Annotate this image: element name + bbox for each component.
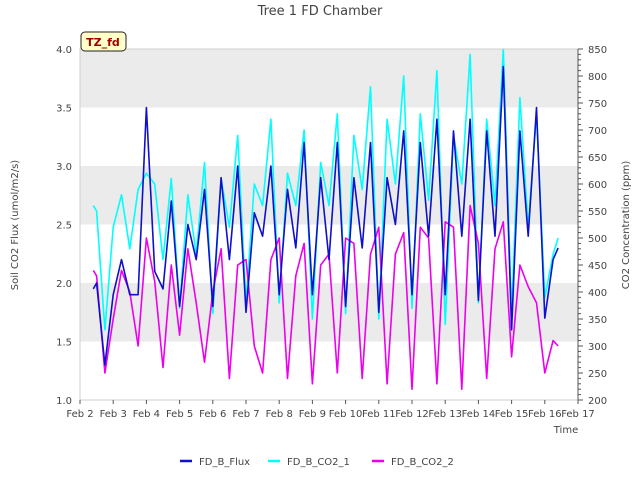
y-left-tick-label: 3.5 <box>56 104 72 115</box>
y-right-tick-label: 200 <box>588 396 607 407</box>
site-badge: TZ_fd <box>80 31 127 52</box>
y-left-tick-label: 1.5 <box>56 338 72 349</box>
x-tick-label: Feb 8 <box>266 409 293 420</box>
x-axis-label: Time <box>553 425 578 436</box>
y-right-tick-label: 650 <box>588 153 607 164</box>
x-tick-label: Feb 14 <box>462 409 496 420</box>
x-tick-label: Feb 15 <box>495 409 529 420</box>
legend: FD_B_Flux FD_B_CO2_1 FD_B_CO2_2 <box>180 457 454 468</box>
x-tick-label: Feb 6 <box>199 409 226 420</box>
chart-title: Tree 1 FD Chamber <box>257 4 383 19</box>
y-left-tick-label: 3.0 <box>56 162 72 173</box>
site-badge-label: TZ_fd <box>86 36 120 49</box>
y-right-tick-label: 750 <box>588 99 607 110</box>
right-y-ticks: 200 250 300 350 400 450 500 550 600 650 700 750 800 8… <box>577 45 607 407</box>
y-right-tick-label: 250 <box>588 369 607 380</box>
y-axis-left-label: Soil CO2 Flux (umol/m2/s) <box>10 160 21 290</box>
y-right-tick-label: 400 <box>588 288 607 299</box>
grid-band <box>80 166 578 225</box>
y-left-tick-label: 1.0 <box>56 396 72 407</box>
site-badge-box <box>80 31 127 52</box>
y-right-tick-label: 850 <box>588 45 607 56</box>
grid-band <box>80 341 578 400</box>
y-right-tick-label: 700 <box>588 126 607 137</box>
series-line-fd-b-co2-2 <box>92 204 559 391</box>
x-tick-label: Feb 3 <box>100 409 127 420</box>
x-ticks: Feb 2 Feb 3 Feb 4 Feb 5 Feb 6 Feb 7 Feb 8 Feb 9… <box>66 400 595 420</box>
x-tick-label: Feb 16 <box>528 409 562 420</box>
y-right-tick-label: 450 <box>588 261 607 272</box>
plot-lines <box>92 48 559 391</box>
x-tick-label: Feb 7 <box>232 409 259 420</box>
legend-label: FD_B_CO2_1 <box>287 457 350 468</box>
x-tick-label: Feb 13 <box>428 409 462 420</box>
y-left-tick-label: 2.0 <box>56 279 72 290</box>
y-right-tick-label: 500 <box>588 234 607 245</box>
y-right-tick-label: 300 <box>588 342 607 353</box>
legend-label: FD_B_Flux <box>199 457 250 468</box>
x-tick-label: Feb 17 <box>561 409 595 420</box>
grid-band <box>80 49 578 108</box>
x-tick-label: Feb 2 <box>66 409 93 420</box>
series-line-fd-b-flux <box>92 65 559 366</box>
y-right-tick-label: 600 <box>588 180 607 191</box>
y-right-tick-label: 800 <box>588 72 607 83</box>
grid-band <box>80 107 578 166</box>
x-tick-label: Feb 4 <box>133 409 160 420</box>
y-left-tick-label: 2.5 <box>56 221 72 232</box>
x-tick-label: Feb 9 <box>299 409 326 420</box>
y-axis-right-label: CO2 Concentration (ppm) <box>621 161 632 290</box>
left-y-tick-labels: 1.0 1.5 2.0 2.5 3.0 3.5 4.0 <box>56 45 72 407</box>
y-right-tick-label: 550 <box>588 207 607 218</box>
x-tick-label: Feb 11 <box>362 409 396 420</box>
y-right-tick-label: 350 <box>588 315 607 326</box>
y-left-tick-label: 4.0 <box>56 45 72 56</box>
x-tick-label: Feb 10 <box>329 409 363 420</box>
grid-band <box>80 283 578 342</box>
legend-label: FD_B_CO2_2 <box>391 457 454 468</box>
x-tick-label: Feb 5 <box>166 409 193 420</box>
x-tick-label: Feb 12 <box>395 409 429 420</box>
grid-bands <box>80 49 578 400</box>
